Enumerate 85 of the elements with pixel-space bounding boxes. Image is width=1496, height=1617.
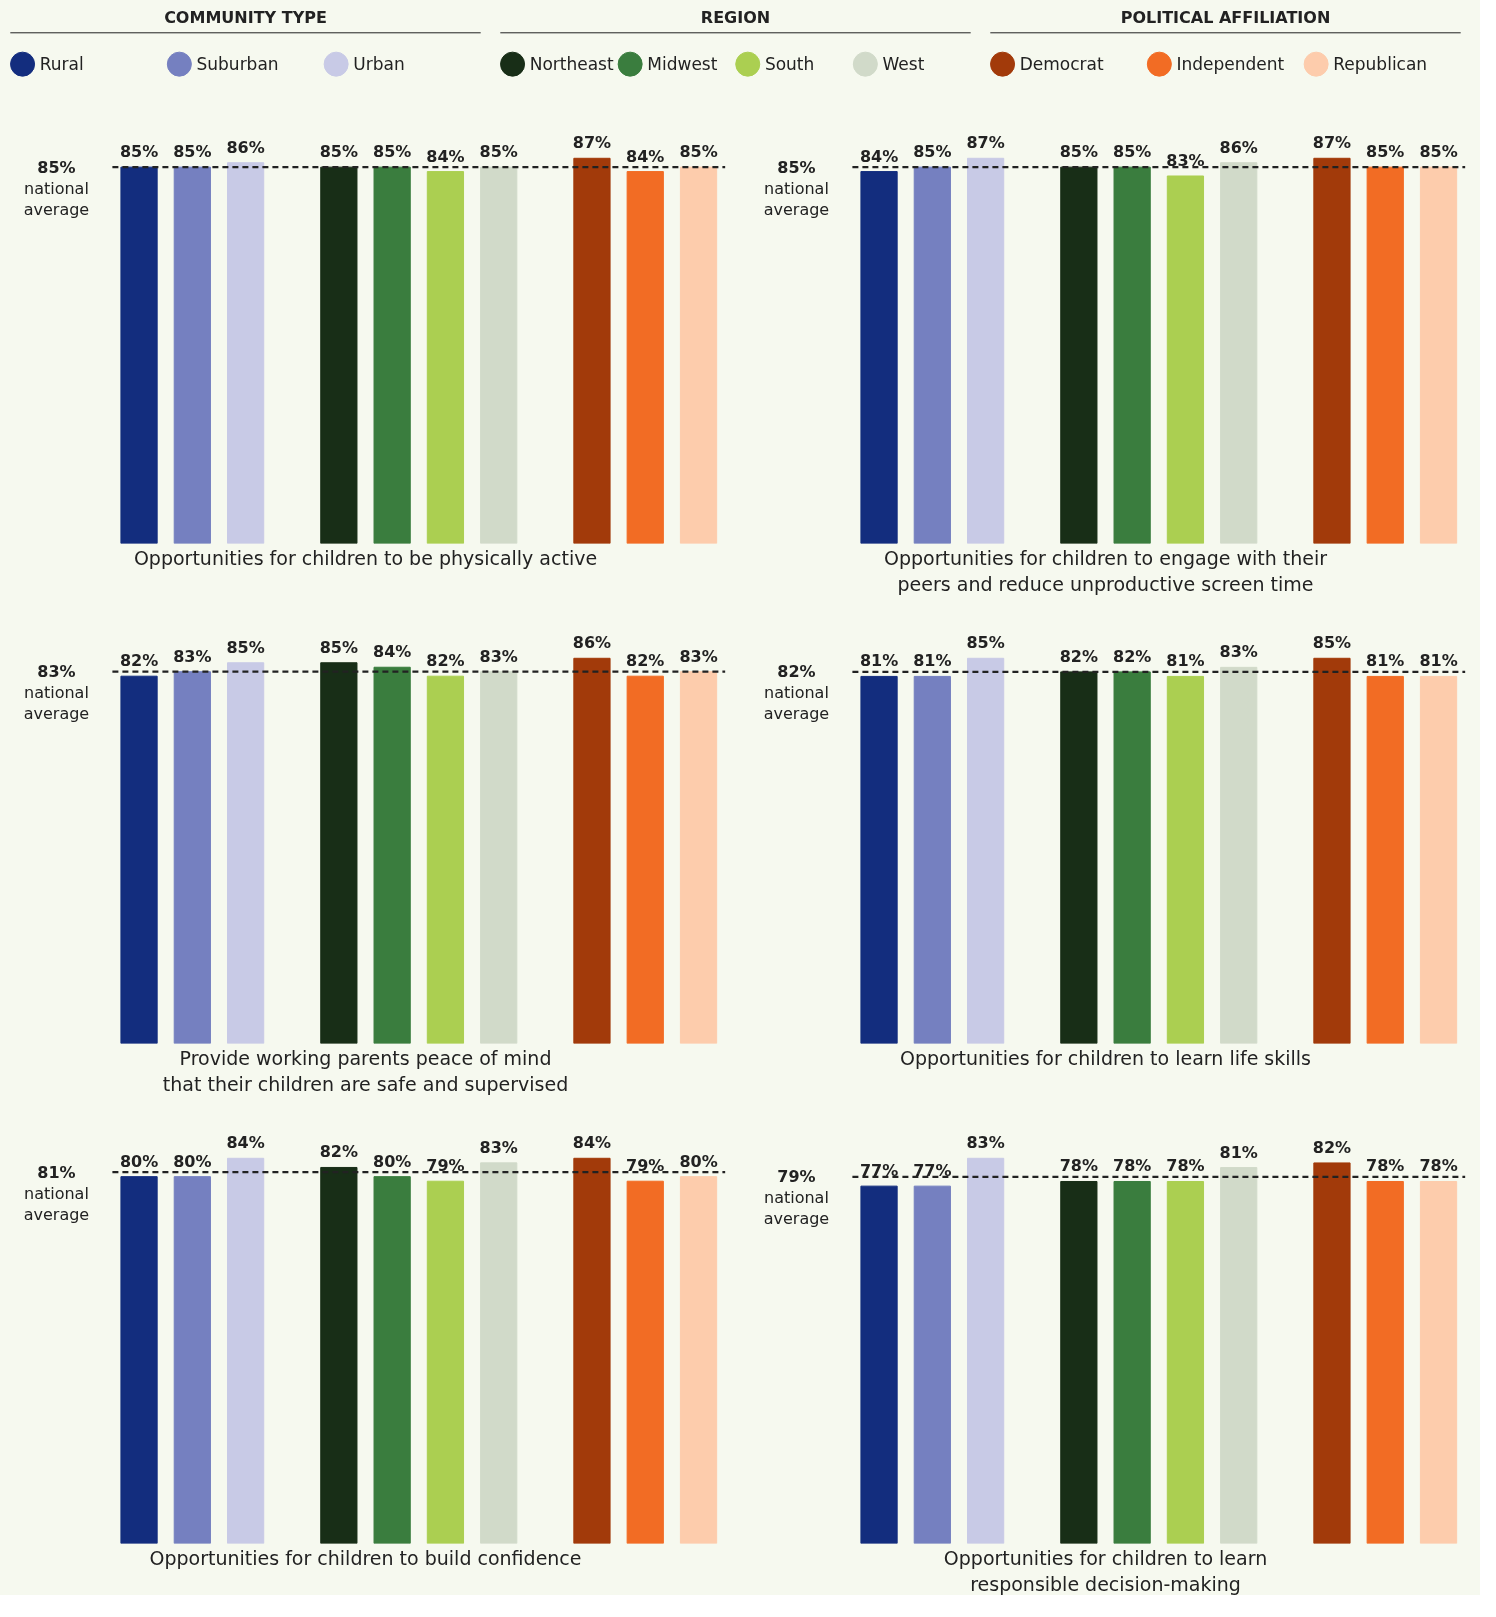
data-label: 83% bbox=[173, 646, 212, 666]
data-label: 79% bbox=[626, 1156, 665, 1176]
legend-label: Northeast bbox=[529, 54, 614, 75]
data-label: 85% bbox=[1366, 142, 1405, 162]
data-label: 84% bbox=[626, 146, 665, 166]
data-label: 85% bbox=[1312, 633, 1352, 653]
data-label: 81% bbox=[1366, 651, 1405, 671]
x-axis-title: Provide working parents peace of mind that their children are safe and supervised bbox=[162, 1046, 569, 1095]
data-label: 81% bbox=[913, 651, 952, 671]
data-label: 80% bbox=[679, 1151, 718, 1171]
data-label: 86% bbox=[1219, 137, 1258, 157]
data-label: 85% bbox=[913, 142, 952, 162]
data-label: 85% bbox=[479, 142, 518, 162]
legend-label: Rural bbox=[39, 54, 84, 75]
legend-label: South bbox=[764, 54, 815, 75]
ref-line-label: 85% national average bbox=[763, 157, 830, 219]
text: REGION bbox=[700, 8, 771, 28]
data-label: 85% bbox=[226, 637, 265, 657]
data-label: 85% bbox=[1059, 142, 1099, 162]
data-label: 85% bbox=[372, 142, 412, 162]
data-label: 83% bbox=[1166, 150, 1205, 170]
x-axis-title: Opportunities for children to be physically active bbox=[133, 546, 598, 569]
data-label: 87% bbox=[966, 133, 1005, 153]
legend-label: Independent bbox=[1176, 54, 1285, 75]
data-label: 86% bbox=[572, 633, 612, 653]
data-label: 82% bbox=[319, 1142, 359, 1162]
data-label: 84% bbox=[426, 146, 465, 166]
data-label: 80% bbox=[119, 1151, 159, 1171]
text: COMMUNITY TYPE bbox=[164, 8, 327, 28]
x-axis-title: Opportunities for children to learn life skills bbox=[899, 1046, 1312, 1069]
data-label: 83% bbox=[966, 1133, 1005, 1153]
data-label: 85% bbox=[119, 142, 159, 162]
data-label: 85% bbox=[319, 637, 359, 657]
data-label: 82% bbox=[626, 651, 665, 671]
data-label: 78% bbox=[1166, 1156, 1205, 1176]
x-axis-title: Opportunities for children to learn responsible decision-making bbox=[943, 1546, 1268, 1595]
data-label: 85% bbox=[319, 142, 359, 162]
ref-line-label: 82% national average bbox=[763, 662, 830, 724]
data-label: 87% bbox=[1312, 133, 1352, 153]
data-label: 86% bbox=[226, 137, 265, 157]
data-label: 80% bbox=[372, 1151, 412, 1171]
data-label: 85% bbox=[173, 142, 212, 162]
data-label: 77% bbox=[859, 1161, 899, 1181]
data-label: 78% bbox=[1419, 1156, 1458, 1176]
data-label: 85% bbox=[679, 142, 718, 162]
data-label: 81% bbox=[859, 651, 899, 671]
data-label: 81% bbox=[1219, 1142, 1258, 1162]
legend-label: Urban bbox=[353, 54, 405, 75]
data-label: 87% bbox=[572, 133, 612, 153]
data-label: 85% bbox=[966, 633, 1005, 653]
data-label: 81% bbox=[1166, 651, 1205, 671]
ref-line-label: 79% national average bbox=[763, 1167, 830, 1229]
data-label: 82% bbox=[1312, 1137, 1352, 1157]
legend-label: Democrat bbox=[1019, 54, 1104, 75]
x-axis-title: Opportunities for children to build confidence bbox=[149, 1546, 582, 1569]
x-axis-title: Opportunities for children to engage with their peers and reduce unproductive screen time bbox=[883, 546, 1328, 595]
data-label: 80% bbox=[173, 1151, 212, 1171]
ref-line-label: 85% national average bbox=[23, 157, 90, 219]
data-label: 83% bbox=[479, 646, 518, 666]
ref-line-label: 81% national average bbox=[23, 1162, 90, 1224]
data-label: 84% bbox=[572, 1133, 612, 1153]
data-label: 78% bbox=[1366, 1156, 1405, 1176]
data-label: 85% bbox=[1112, 142, 1152, 162]
data-label: 82% bbox=[1059, 646, 1099, 666]
legend-label: West bbox=[882, 54, 925, 75]
legend-label: Republican bbox=[1333, 54, 1428, 75]
data-label: 83% bbox=[479, 1137, 518, 1157]
data-label: 77% bbox=[913, 1161, 952, 1181]
data-label: 82% bbox=[1112, 646, 1152, 666]
data-label: 83% bbox=[1219, 642, 1258, 662]
legend-label: Midwest bbox=[647, 54, 718, 75]
data-label: 84% bbox=[226, 1133, 265, 1153]
data-label: 84% bbox=[859, 146, 899, 166]
data-label: 78% bbox=[1112, 1156, 1152, 1176]
data-label: 84% bbox=[372, 642, 412, 662]
legend-label: Suburban bbox=[196, 54, 279, 75]
text: POLITICAL AFFILIATION bbox=[1120, 8, 1331, 28]
data-label: 81% bbox=[1419, 651, 1458, 671]
data-label: 79% bbox=[426, 1156, 465, 1176]
data-label: 78% bbox=[1059, 1156, 1099, 1176]
data-label: 83% bbox=[679, 646, 718, 666]
data-label: 85% bbox=[1419, 142, 1458, 162]
data-label: 82% bbox=[426, 651, 465, 671]
data-label: 82% bbox=[119, 651, 159, 671]
ref-line-label: 83% national average bbox=[23, 662, 90, 724]
